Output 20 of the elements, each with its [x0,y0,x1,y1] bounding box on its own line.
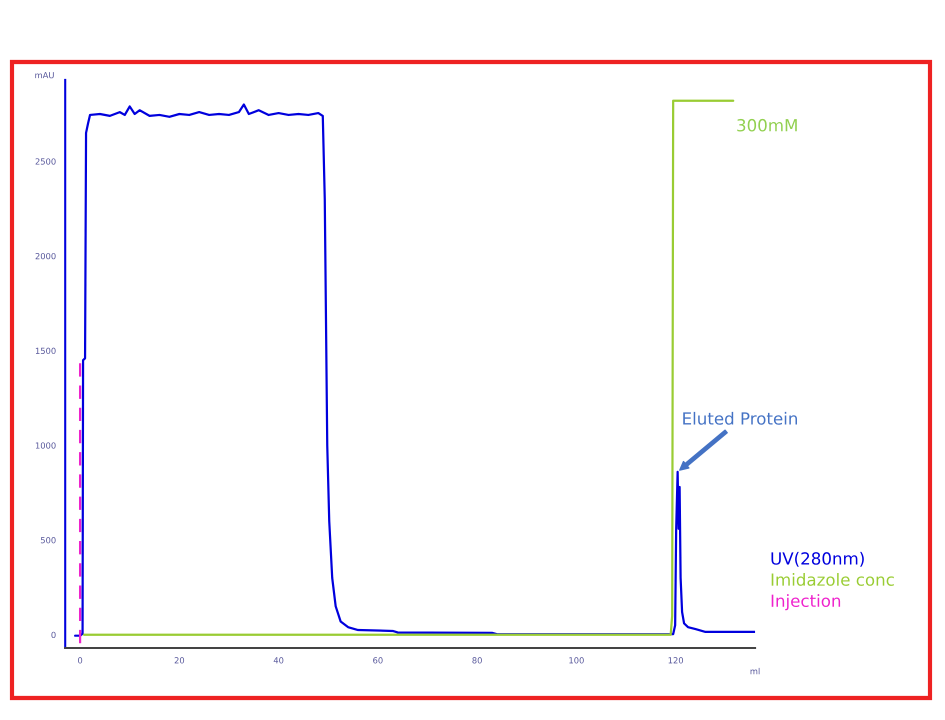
x-tick-label: 40 [274,657,284,664]
text: UV(280nm) [772,552,864,567]
y-tick-label: 1500 [36,348,56,354]
y-tick-label: 1000 [36,442,56,449]
y-tick-label: 2500 [36,158,56,165]
y-tick-label: 2000 [36,253,56,260]
y-tick-label: 0 [51,632,56,638]
text: Injection [772,594,840,610]
x-tick-label: 120 [668,657,684,664]
annotation: Eluted Protein [683,412,797,425]
y-axis-title: mAU [35,72,54,78]
text: Imidazole conc [772,573,894,586]
x-tick-label: 60 [373,657,383,664]
x-tick-label: 0 [78,657,82,664]
x-tick-label: 20 [174,657,184,664]
y-tick-label: 500 [40,537,56,544]
annotation: 300mM [737,118,797,132]
x-tick-label: 80 [472,657,482,664]
x-axis-title: ml [750,668,760,674]
x-tick-label: 100 [569,657,584,664]
